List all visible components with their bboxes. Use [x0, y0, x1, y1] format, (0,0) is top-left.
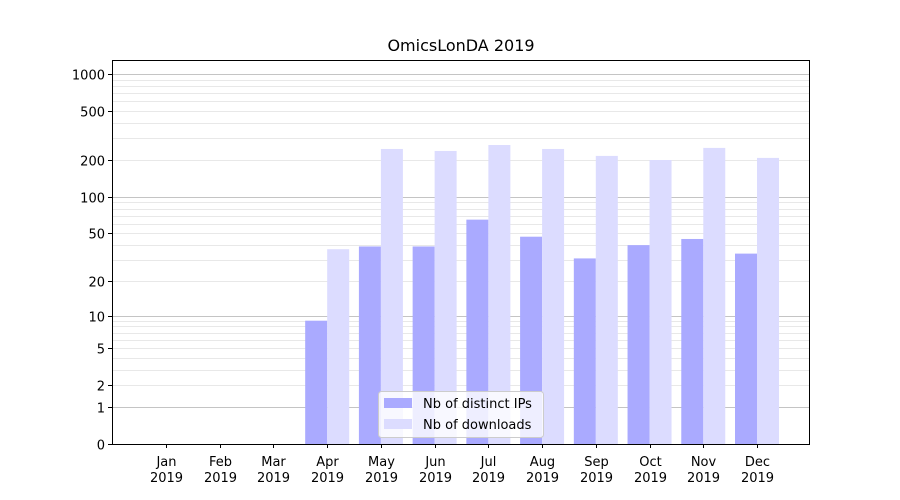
x-axis: Jan2019Feb2019Mar2019Apr2019May2019Jun20… [150, 444, 774, 486]
bar-downloads [757, 157, 779, 444]
legend: Nb of distinct IPs Nb of downloads [378, 391, 544, 438]
x-tick-label-year: 2019 [580, 471, 613, 486]
x-tick-label-year: 2019 [526, 471, 559, 486]
y-tick-label: 1000 [72, 69, 105, 84]
y-tick-label: 0 [97, 439, 105, 454]
y-tick-label: 500 [80, 106, 105, 121]
x-tick-label-month: Dec [745, 455, 770, 470]
bar-distinct-ips [681, 238, 704, 444]
bar-downloads [649, 160, 672, 444]
x-tick-label-year: 2019 [204, 471, 237, 486]
y-tick-label: 20 [88, 276, 105, 291]
x-tick-label-year: 2019 [741, 471, 774, 486]
y-tick-label: 1 [97, 402, 105, 417]
x-tick-label-year: 2019 [311, 471, 344, 486]
legend-label-ips: Nb of distinct IPs [423, 397, 532, 412]
x-tick-label-month: Sep [584, 455, 609, 470]
bar-downloads [327, 249, 350, 444]
plot-frame [112, 60, 810, 445]
x-tick-label-month: Oct [639, 455, 661, 470]
legend-swatch-downloads [384, 419, 412, 429]
bar-distinct-ips [358, 246, 381, 444]
x-tick-label-year: 2019 [419, 471, 452, 486]
bar-downloads [703, 147, 726, 444]
x-tick-label-month: Jun [424, 455, 445, 470]
bar-downloads [542, 148, 565, 444]
x-tick-label-month: Nov [691, 455, 717, 470]
x-tick-label-year: 2019 [150, 471, 183, 486]
bar-distinct-ips [627, 245, 650, 444]
y-tick-label: 100 [80, 192, 105, 207]
bar-downloads [434, 150, 457, 444]
x-tick-label-year: 2019 [365, 471, 398, 486]
y-tick-label: 200 [80, 155, 105, 170]
x-tick-label-month: Mar [261, 455, 286, 470]
bar-distinct-ips [466, 219, 489, 444]
x-tick-label-month: Feb [209, 455, 232, 470]
y-tick-label: 2 [97, 380, 105, 395]
bar-downloads [380, 148, 403, 444]
x-tick-label-year: 2019 [634, 471, 667, 486]
legend-label-downloads: Nb of downloads [423, 418, 532, 433]
bar-distinct-ips [573, 258, 596, 444]
y-tick-label: 50 [88, 228, 105, 243]
chart-title: OmicsLonDA 2019 [387, 36, 534, 55]
legend-swatch-ips [384, 398, 412, 408]
bar-distinct-ips [735, 253, 757, 444]
legend-box [378, 391, 544, 438]
bar-downloads [488, 145, 511, 444]
y-axis: 0 1 2 5 10 20 50 100 200 500 1000 [72, 69, 112, 454]
x-tick-label-month: May [368, 455, 395, 470]
y-tick-label: 10 [88, 311, 105, 326]
x-tick-label-month: Jan [155, 455, 176, 470]
x-tick-label-year: 2019 [472, 471, 505, 486]
y-tick-label: 5 [97, 343, 105, 358]
x-tick-label-year: 2019 [257, 471, 290, 486]
x-tick-label-month: Aug [530, 455, 555, 470]
x-tick-label-month: Apr [316, 455, 339, 470]
x-tick-label-month: Jul [480, 455, 497, 470]
bar-downloads [595, 155, 618, 445]
bar-distinct-ips [305, 320, 328, 444]
x-tick-label-year: 2019 [687, 471, 720, 486]
